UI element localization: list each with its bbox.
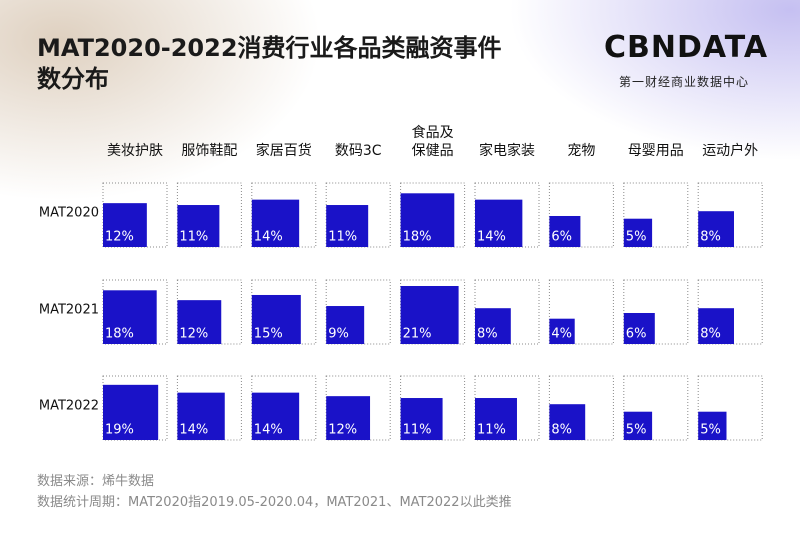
row-label: MAT2021 — [39, 303, 99, 318]
category-label: 运动户外 — [702, 143, 759, 159]
value-label: 5% — [700, 423, 721, 438]
square — [549, 404, 586, 440]
value-label: 6% — [626, 327, 647, 342]
value-label: 14% — [254, 230, 283, 245]
square — [400, 193, 455, 247]
value-label: 5% — [626, 423, 647, 438]
brand-logo: CBNDATA — [604, 30, 769, 65]
square — [400, 286, 459, 344]
row-label: MAT2022 — [39, 399, 99, 414]
square — [103, 203, 147, 247]
value-label: 5% — [626, 230, 647, 245]
source-note: 数据来源：烯牛数据 — [37, 474, 155, 489]
square — [326, 396, 371, 440]
period-note: 数据统计周期：MAT2020指2019.05-2020.04，MAT2021、M… — [37, 495, 512, 510]
category-label: 家居百货 — [255, 143, 312, 159]
cell-frame — [623, 182, 689, 248]
value-label: 14% — [254, 423, 283, 438]
square — [251, 294, 301, 344]
square — [177, 392, 225, 440]
value-label: 6% — [551, 230, 572, 245]
square — [177, 300, 222, 344]
value-label: 11% — [328, 230, 357, 245]
square — [623, 312, 655, 344]
brand-subtitle: 第一财经商业数据中心 — [618, 75, 749, 89]
cell-frame — [623, 279, 689, 345]
square — [103, 384, 159, 440]
value-label: 11% — [403, 423, 432, 438]
category-label: 母婴用品 — [627, 143, 684, 159]
cell-frame — [548, 279, 614, 345]
value-label: 12% — [105, 230, 134, 245]
category-label: 美妆护肤 — [107, 143, 163, 159]
square — [475, 199, 523, 247]
square — [549, 215, 581, 247]
value-label: 11% — [477, 423, 506, 438]
category-label: 家电家装 — [479, 143, 535, 159]
value-label: 12% — [328, 423, 357, 438]
value-label: 19% — [105, 423, 134, 438]
category-label: 数码3C — [334, 143, 382, 159]
square — [623, 218, 653, 247]
row-label: MAT2020 — [39, 206, 99, 221]
value-label: 11% — [179, 230, 208, 245]
value-label: 12% — [179, 327, 208, 342]
value-label: 18% — [403, 230, 432, 245]
category-label: 宠物 — [567, 143, 596, 159]
square — [251, 392, 300, 440]
square — [251, 199, 300, 247]
value-label: 4% — [551, 327, 572, 342]
value-label: 14% — [179, 423, 208, 438]
category-label: 食品及 保健品 — [411, 125, 454, 159]
value-label: 15% — [254, 327, 283, 342]
value-label: 8% — [700, 230, 721, 245]
square — [549, 318, 575, 344]
value-label: 14% — [477, 230, 506, 245]
chart-title: MAT2020-2022消费行业各品类融资事件数分布 — [37, 34, 502, 93]
square — [177, 205, 220, 247]
square — [475, 398, 517, 440]
value-label: 9% — [328, 327, 349, 342]
square — [400, 398, 443, 440]
value-label: 8% — [700, 327, 721, 342]
square — [698, 411, 727, 440]
square — [698, 308, 734, 344]
square — [475, 308, 511, 344]
square — [623, 411, 653, 440]
square — [103, 290, 157, 344]
value-label: 18% — [105, 327, 134, 342]
category-label: 服饰鞋配 — [181, 143, 238, 159]
value-label: 8% — [551, 423, 572, 438]
value-label: 8% — [477, 327, 498, 342]
cell-frame — [697, 375, 763, 441]
cell-frame — [623, 375, 689, 441]
square — [326, 205, 369, 247]
square — [698, 211, 734, 247]
cell-frame — [548, 182, 614, 248]
value-label: 21% — [403, 327, 432, 342]
square — [326, 306, 365, 344]
